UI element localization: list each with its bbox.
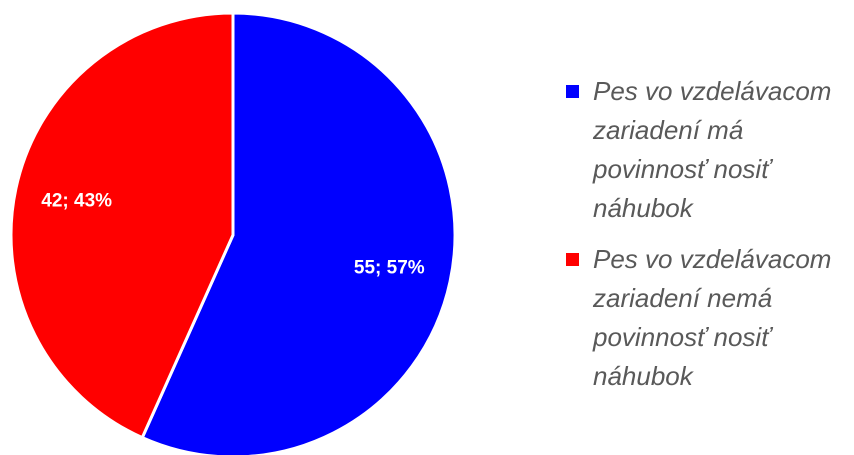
legend-item: Pes vo vzdelávacom zariadení nemá povinn…: [566, 240, 836, 396]
legend-item: Pes vo vzdelávacom zariadení má povinnos…: [566, 72, 836, 228]
legend: Pes vo vzdelávacom zariadení má povinnos…: [566, 72, 836, 408]
pie-slice: [140, 11, 457, 455]
slice-label: 55; 57%: [354, 257, 425, 278]
legend-label: Pes vo vzdelávacom zariadení má povinnos…: [593, 76, 832, 223]
slice-label: 42; 43%: [41, 191, 112, 212]
legend-swatch: [566, 85, 579, 98]
legend-label: Pes vo vzdelávacom zariadení nemá povinn…: [593, 244, 832, 391]
pie-slice: [9, 11, 235, 440]
legend-swatch: [566, 253, 579, 266]
